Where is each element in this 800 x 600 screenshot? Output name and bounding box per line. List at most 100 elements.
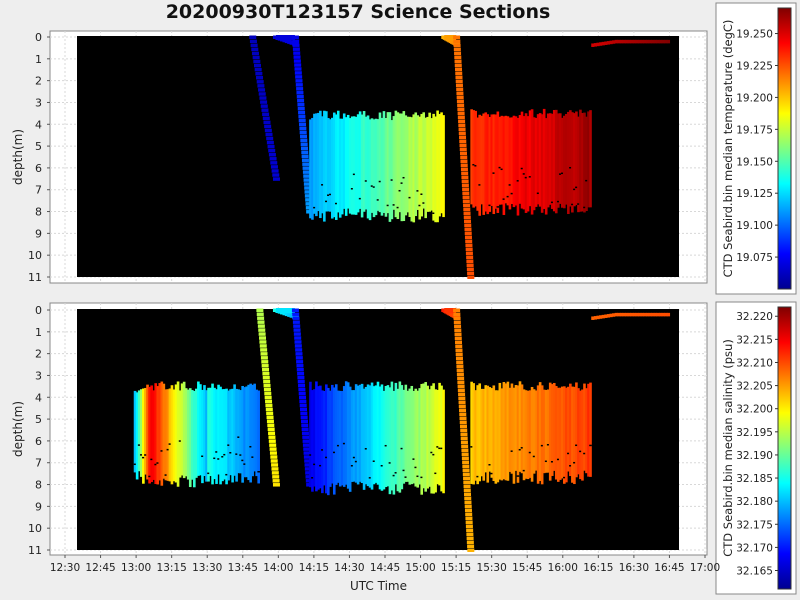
data-cell [514, 385, 518, 471]
colorbar-tick-label: 32.190 [736, 450, 773, 462]
data-cell [392, 390, 396, 495]
profile-cell [249, 35, 257, 39]
data-cell [360, 383, 364, 484]
data-cell [546, 113, 550, 208]
data-cell [209, 387, 212, 477]
surface-cell [653, 312, 658, 317]
data-gap [329, 193, 332, 196]
data-cell [474, 390, 477, 481]
profile-cell [461, 179, 469, 183]
profile-cell [455, 348, 463, 352]
data-cell [544, 390, 548, 473]
y-tick-label: 9 [35, 227, 42, 240]
surface-cell [617, 39, 621, 44]
data-gap [438, 447, 441, 450]
data-cell [575, 382, 578, 478]
data-gap [241, 459, 244, 462]
profile-cell [464, 235, 472, 239]
data-gap [476, 475, 479, 478]
data-cell [442, 115, 445, 218]
data-gap [540, 444, 544, 447]
profile-cell [257, 84, 265, 88]
data-gap [488, 464, 492, 466]
profile-cell [271, 463, 279, 467]
data-gap [536, 192, 540, 195]
surface-cell [664, 39, 668, 44]
profile-cell [267, 423, 275, 428]
data-cell [190, 390, 194, 480]
profile-cell [458, 123, 466, 127]
profile-cell [453, 316, 461, 320]
data-cell [253, 383, 256, 472]
surface-cell [596, 315, 600, 320]
profile-cell [302, 443, 310, 447]
profile-cell [455, 67, 463, 71]
data-cell [404, 115, 408, 216]
surface-cell [593, 316, 598, 320]
surface-cell [617, 312, 621, 317]
profile-cell [453, 47, 461, 51]
profile-cell [267, 144, 275, 149]
profile-cell [303, 447, 311, 451]
profile-cell [300, 146, 308, 151]
profile-cell [297, 371, 305, 376]
data-cell [211, 383, 214, 485]
surface-cell [609, 40, 613, 45]
profile-cell [295, 83, 303, 87]
colorbar-tick-label: 32.165 [736, 566, 773, 578]
data-cell [152, 390, 155, 480]
profile-cell [457, 376, 465, 380]
profile-cell [296, 87, 304, 91]
data-cell [146, 384, 149, 480]
profile-cell [305, 198, 313, 202]
data-cell [156, 386, 160, 485]
profile-cell [460, 163, 468, 167]
data-gap [496, 206, 500, 208]
profile-cell [463, 203, 471, 207]
profile-cell [465, 512, 473, 516]
data-cell [135, 392, 139, 480]
data-cell [514, 116, 518, 206]
data-gap [508, 184, 512, 186]
surface-cell [604, 41, 608, 45]
y-tick-label: 0 [35, 304, 42, 317]
profile-cell [455, 352, 463, 356]
data-gap [573, 461, 576, 464]
data-gap [472, 163, 475, 166]
data-cell [408, 388, 412, 485]
profile-cell [467, 271, 475, 275]
profile-cell [261, 364, 269, 368]
data-cell [524, 390, 528, 479]
data-cell [374, 118, 378, 216]
data-cell [542, 108, 546, 209]
x-tick-label: 16:00 [548, 562, 578, 574]
profile-cell [454, 332, 462, 336]
data-cell [567, 111, 570, 215]
profile-cell [272, 177, 280, 181]
data-cell [382, 390, 386, 490]
profile-cell [293, 55, 301, 59]
data-cell [201, 389, 204, 484]
profile-cell [454, 55, 462, 59]
data-gap [342, 442, 346, 445]
data-cell [350, 116, 354, 215]
surface-cell [656, 39, 660, 44]
profile-cell [294, 67, 302, 71]
data-gap [380, 464, 384, 467]
profile-cell [460, 159, 468, 163]
data-cell [346, 114, 350, 209]
profile-cell [466, 528, 474, 532]
profile-cell [292, 43, 300, 47]
data-cell [416, 115, 420, 210]
profile-cell [458, 400, 466, 404]
data-gap [569, 166, 572, 169]
data-cell [544, 118, 548, 215]
data-cell [556, 387, 560, 482]
data-cell [585, 116, 588, 212]
surface-cell [651, 312, 655, 317]
profile-cell [464, 504, 472, 508]
profile-cell [455, 83, 463, 87]
data-cell [362, 111, 366, 212]
data-cell [410, 385, 414, 485]
panel-1: 0 1 2 3 4 5 6 7 8 9 10 11 depth(m) 19.075 19.100 19.125… [11, 2, 797, 295]
